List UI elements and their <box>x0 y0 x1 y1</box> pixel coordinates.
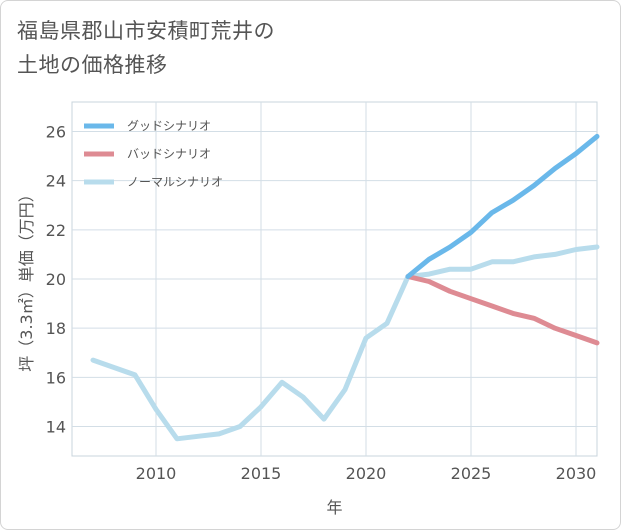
y-tick-label: 18 <box>46 319 66 338</box>
grid-lines <box>71 101 598 457</box>
legend-label: グッドシナリオ <box>127 119 211 133</box>
series-line-1 <box>405 133 600 279</box>
x-tick-label: 2020 <box>346 464 387 483</box>
y-tick-label: 14 <box>46 418 66 437</box>
chart-title: 福島県郡山市安積町荒井の 土地の価格推移 <box>17 19 275 77</box>
y-tick-label: 24 <box>46 172 66 191</box>
x-tick-label: 2030 <box>556 464 597 483</box>
y-tick-label: 22 <box>46 221 66 240</box>
legend-label: バッドシナリオ <box>127 147 211 161</box>
x-tick-label: 2025 <box>451 464 492 483</box>
y-axis-ticks: 14 16 18 20 22 24 26 <box>46 123 66 437</box>
y-tick-label: 16 <box>46 368 66 387</box>
x-tick-label: 2010 <box>136 464 177 483</box>
x-axis-ticks: 2010 2015 2020 2025 2030 <box>136 464 597 483</box>
y-tick-label: 20 <box>46 270 66 289</box>
series-lines <box>90 133 600 442</box>
legend-label: ノーマルシナリオ <box>127 175 223 189</box>
series-line-3 <box>90 244 600 442</box>
y-tick-label: 26 <box>46 123 66 142</box>
x-tick-label: 2015 <box>241 464 282 483</box>
y-axis-title: 坪（3.3㎡）単価（万円） <box>17 186 36 371</box>
series-line-2 <box>405 274 600 346</box>
x-axis-title: 年 <box>326 498 342 517</box>
